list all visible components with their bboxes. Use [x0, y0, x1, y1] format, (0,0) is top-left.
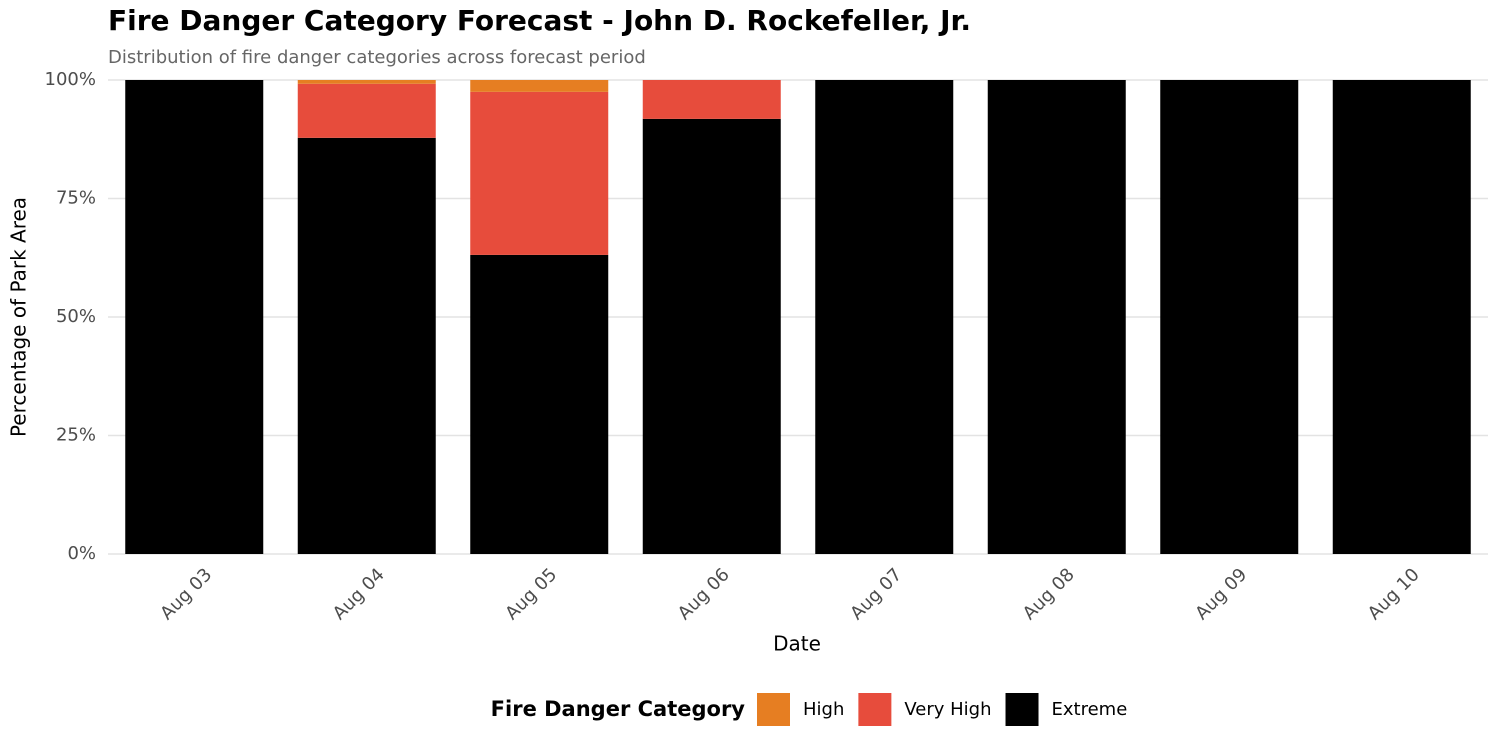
x-tick-label: Aug 04: [329, 564, 389, 624]
x-tick-label: Aug 10: [1364, 564, 1424, 624]
bar-segment: [642, 80, 781, 119]
bar-segment: [470, 254, 609, 554]
x-tick-label: Aug 07: [846, 564, 906, 624]
y-tick-label: 50%: [56, 306, 96, 327]
x-tick-label: Aug 03: [156, 564, 216, 624]
x-axis-title: Date: [773, 632, 821, 656]
y-axis-title: Percentage of Park Area: [7, 197, 31, 437]
x-tick-label: Aug 09: [1191, 564, 1251, 624]
x-tick-label: Aug 08: [1019, 564, 1079, 624]
y-tick-label: 0%: [67, 543, 96, 564]
y-tick-label: 25%: [56, 425, 96, 446]
legend-swatch: [858, 693, 892, 726]
bar-segment: [297, 137, 436, 554]
bar-segment: [1332, 80, 1471, 554]
bar-segment: [642, 118, 781, 555]
bar-segment: [470, 91, 609, 255]
bar-segment: [297, 83, 436, 138]
bar-segment: [125, 80, 264, 554]
chart-subtitle: Distribution of fire danger categories a…: [108, 47, 646, 68]
legend-swatch: [1005, 693, 1039, 726]
legend-label: Extreme: [1052, 699, 1128, 720]
bar-segment: [987, 80, 1126, 554]
legend-label: High: [803, 699, 844, 720]
bar-segment: [815, 80, 954, 554]
legend-label: Very High: [904, 699, 991, 720]
bar-segment: [1160, 80, 1299, 554]
x-tick-label: Aug 06: [674, 564, 734, 624]
legend-title: Fire Danger Category: [491, 697, 746, 721]
chart-title: Fire Danger Category Forecast - John D. …: [108, 4, 971, 37]
x-tick-label: Aug 05: [501, 564, 561, 624]
y-tick-label: 100%: [45, 69, 96, 90]
bar-segment: [470, 80, 609, 92]
bar-segment: [297, 80, 436, 84]
y-tick-label: 75%: [56, 188, 96, 209]
legend-swatch: [757, 693, 790, 726]
